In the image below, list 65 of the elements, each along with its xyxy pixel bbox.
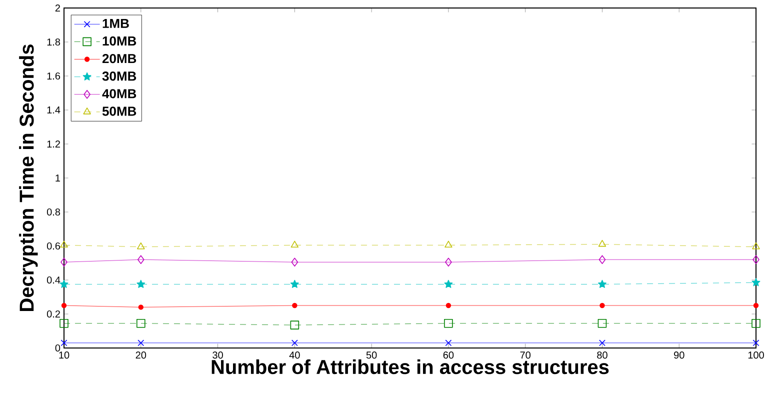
y-tick-label: 0.4 — [46, 276, 60, 284]
legend-label: 10MB — [102, 36, 136, 46]
y-tick-label: 2 — [55, 4, 60, 12]
point — [290, 320, 300, 330]
point — [60, 240, 68, 248]
y-tick-label: 0 — [55, 344, 60, 352]
y-tick-label: 0.2 — [46, 310, 60, 318]
x-tick-label: 30 — [212, 352, 223, 359]
legend-label: 30MB — [102, 72, 136, 81]
y-tick-label: 0.6 — [46, 242, 60, 250]
x-tick-label: 80 — [597, 352, 608, 359]
y-axis-title: Decryption Time in Seconds — [19, 44, 38, 311]
point — [444, 280, 453, 288]
x-tick-label: 50 — [366, 352, 377, 359]
x-axis-title: Number of Attributes in access structures — [212, 359, 609, 374]
point — [291, 258, 298, 267]
point — [290, 240, 299, 248]
point — [752, 340, 760, 346]
point — [136, 318, 146, 328]
point — [444, 318, 453, 328]
point — [444, 240, 452, 248]
legend-label: 1MB — [102, 18, 129, 28]
legend-label: 20MB — [102, 54, 136, 64]
y-tick-label: 1.2 — [47, 140, 60, 148]
point — [598, 240, 606, 247]
point — [445, 340, 452, 346]
point — [598, 340, 606, 346]
y-tick-label: 1 — [56, 174, 60, 182]
point — [60, 280, 68, 288]
point — [753, 302, 759, 308]
point — [290, 280, 299, 288]
point — [600, 302, 605, 308]
point — [752, 278, 760, 286]
x-tick-label: 40 — [289, 352, 300, 359]
point — [752, 255, 760, 264]
y-tick-label: 1.4 — [47, 106, 60, 114]
point — [445, 258, 452, 267]
point — [60, 258, 68, 267]
x-tick-label: 90 — [674, 352, 684, 359]
point — [752, 242, 760, 250]
point — [598, 255, 606, 264]
legend-label: 40MB — [102, 89, 136, 98]
point — [291, 340, 298, 346]
x-tick-label: 10 — [59, 352, 70, 359]
point — [138, 304, 144, 310]
point — [60, 318, 68, 328]
point — [60, 340, 68, 346]
point — [61, 302, 67, 308]
x-tick-label: 60 — [443, 352, 454, 359]
x-tick-label: 100 — [748, 352, 764, 359]
point — [138, 340, 144, 346]
point — [598, 280, 606, 288]
point — [137, 242, 145, 250]
point — [137, 255, 144, 264]
point — [446, 302, 452, 308]
point — [752, 318, 760, 328]
x-tick-label: 70 — [520, 352, 531, 359]
y-tick-label: 1.8 — [47, 38, 60, 46]
legend-label: 50MB — [102, 106, 136, 116]
y-tick-label: 1.6 — [47, 72, 60, 80]
point — [292, 302, 298, 308]
point — [598, 318, 607, 328]
point — [136, 280, 146, 288]
y-tick-label: 0.8 — [46, 208, 60, 216]
x-tick-label: 20 — [136, 352, 146, 359]
